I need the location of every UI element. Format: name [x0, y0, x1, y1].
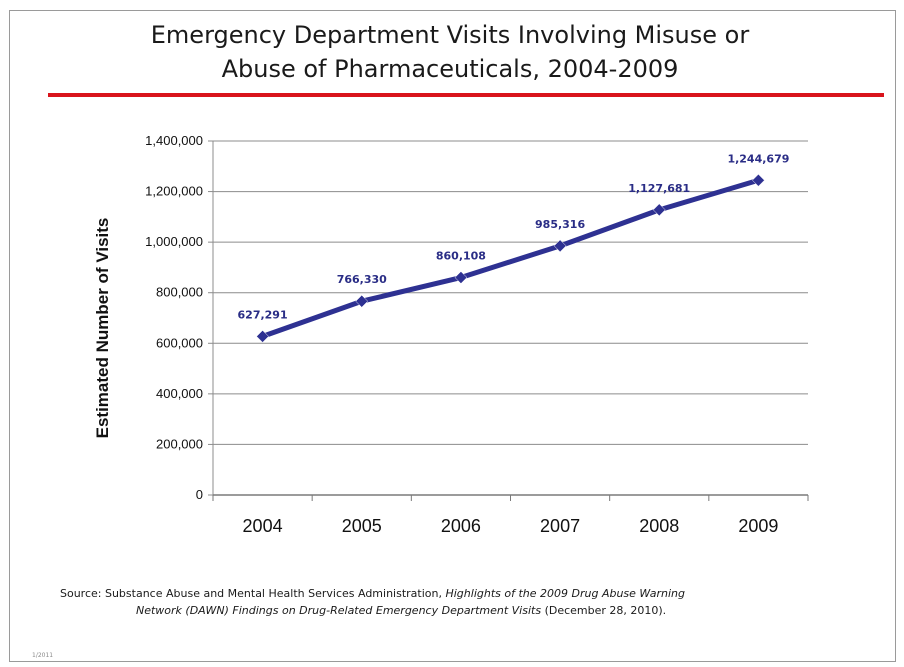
source-italic-1: Highlights of the 2009 Drug Abuse Warnin… — [445, 587, 685, 600]
series-line — [260, 177, 761, 339]
y-tick-label: 1,000,000 — [145, 234, 203, 249]
data-label: 627,291 — [238, 308, 288, 321]
data-label: 766,330 — [337, 273, 387, 286]
chart-title-line-2: Abuse of Pharmaceuticals, 2004-2009 — [221, 55, 679, 83]
data-point — [752, 173, 765, 187]
chart-title-line-1: Emergency Department Visits Involving Mi… — [150, 21, 750, 49]
data-point — [553, 239, 567, 253]
slide-frame — [9, 10, 896, 662]
footnote: 1/2011 — [32, 652, 54, 659]
y-tick-label: 400,000 — [156, 386, 203, 401]
y-tick-label: 1,400,000 — [145, 133, 203, 148]
data-label: 985,316 — [535, 218, 585, 231]
y-axis-label: Estimated Number of Visits — [93, 218, 112, 439]
y-tick-label: 800,000 — [156, 285, 203, 300]
title-rule — [48, 93, 884, 97]
x-tick-label: 2005 — [342, 516, 382, 536]
series-visits — [256, 173, 765, 343]
x-tick-label: 2006 — [441, 516, 481, 536]
x-tick-label: 2004 — [243, 516, 283, 536]
data-point — [355, 294, 369, 308]
x-tick-label: 2009 — [738, 516, 778, 536]
data-label: 1,127,681 — [628, 182, 690, 195]
y-tick-label: 1,200,000 — [145, 184, 203, 199]
y-tick-label: 0 — [196, 487, 203, 502]
x-tick-label: 2007 — [540, 516, 580, 536]
data-label: 860,108 — [436, 250, 486, 263]
source-note: Source: Substance Abuse and Mental Healt… — [60, 585, 860, 619]
y-tick-labels: 0 200,000 400,000 600,000 800,000 1,000,000 1,… — [145, 133, 203, 502]
chart-title: Emergency Department Visits Involving Mi… — [0, 18, 900, 86]
x-axis — [212, 494, 809, 501]
source-prefix: Source: Substance Abuse and Mental Healt… — [60, 587, 446, 600]
y-tick-label: 600,000 — [156, 335, 203, 350]
data-point — [256, 330, 269, 343]
data-point — [454, 271, 468, 284]
data-labels: 627,291 766,330 860,108 985,316 1,127,681 1,2… — [238, 152, 790, 321]
source-suffix: (December 28, 2010). — [541, 604, 667, 617]
y-tick-label: 200,000 — [156, 436, 203, 451]
x-tick-label: 2008 — [639, 516, 679, 536]
data-point — [652, 203, 666, 217]
data-label: 1,244,679 — [727, 152, 789, 165]
source-italic-2: Network (DAWN) Findings on Drug-Related … — [136, 604, 542, 617]
x-tick-labels: 2004 2005 2006 2007 2008 2009 — [243, 516, 779, 536]
